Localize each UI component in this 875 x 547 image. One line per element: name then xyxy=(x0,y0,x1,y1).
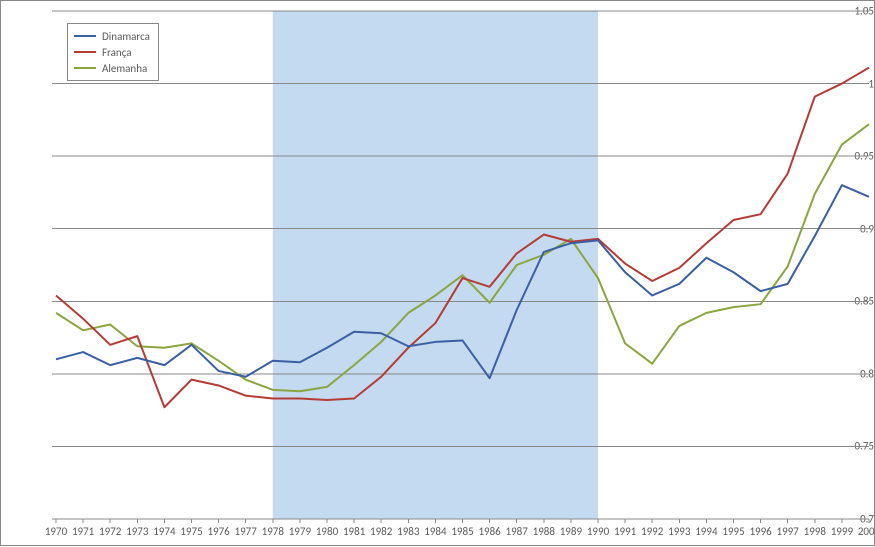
chart-container: 0.70.750.80.850.90.9511.05 1970197119721… xyxy=(0,0,875,546)
highlight-band xyxy=(273,11,598,519)
chart-svg xyxy=(1,1,875,547)
